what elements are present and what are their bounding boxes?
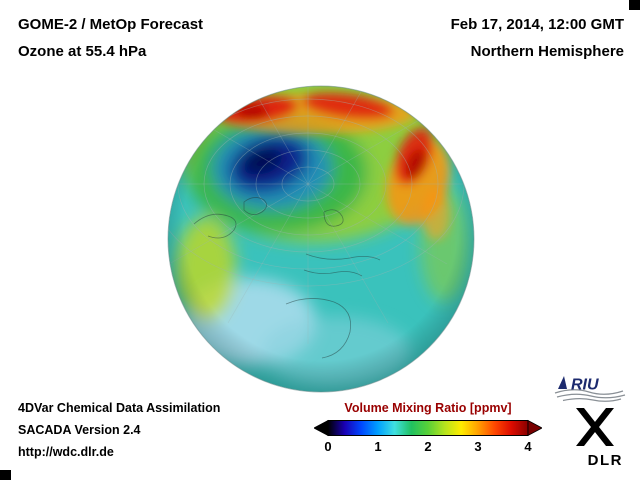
dlr-wordmark: DLR — [588, 452, 623, 469]
riu-wave-lines — [554, 389, 626, 402]
hemisphere-label: Northern Hemisphere — [470, 43, 624, 60]
url-label: http://wdc.dlr.de — [18, 445, 114, 459]
colorbar-gradient-bar — [327, 420, 529, 436]
colorbar-tick-label: 0 — [324, 439, 332, 454]
header-left: GOME-2 / MetOp Forecast Ozone at 55.4 hP… — [18, 11, 203, 65]
riu-mark-icon — [558, 376, 567, 389]
colorbar-right-arrow — [527, 419, 542, 437]
colorbar-left-arrow — [314, 419, 329, 437]
footer-credits: 4DVar Chemical Data Assimilation SACADA … — [18, 397, 220, 463]
dlr-emblem-icon — [576, 408, 614, 446]
colorbar-tick-label: 4 — [524, 439, 532, 454]
title-line-1: GOME-2 / MetOp Forecast — [18, 16, 204, 33]
frame-marker-top-right — [629, 0, 640, 10]
dlr-logo: DLR — [576, 408, 623, 469]
datetime-label: Feb 17, 2014, 12:00 GMT — [450, 16, 624, 33]
header-right: Feb 17, 2014, 12:00 GMT Northern Hemisph… — [451, 11, 624, 65]
version-label: SACADA Version 2.4 — [18, 423, 141, 437]
colorbar-tick-label: 3 — [474, 439, 482, 454]
colorbar-tick-label: 2 — [424, 439, 432, 454]
riu-logo: RIU — [554, 376, 626, 402]
colorbar-tick-label: 1 — [374, 439, 382, 454]
colorbar-tick-row: 0 1 2 3 4 — [324, 439, 532, 455]
globe-map — [167, 85, 475, 393]
colorbar-title: Volume Mixing Ratio [ppmv] — [344, 401, 512, 415]
title-line-2: Ozone at 55.4 hPa — [18, 43, 147, 60]
riu-wordmark: RIU — [571, 377, 599, 394]
colorbar: Volume Mixing Ratio [ppmv] 0 1 2 3 4 — [314, 401, 542, 455]
frame-marker-bottom-left — [0, 470, 11, 480]
assimilation-label: 4DVar Chemical Data Assimilation — [18, 401, 221, 415]
colorbar-scale — [314, 419, 542, 437]
